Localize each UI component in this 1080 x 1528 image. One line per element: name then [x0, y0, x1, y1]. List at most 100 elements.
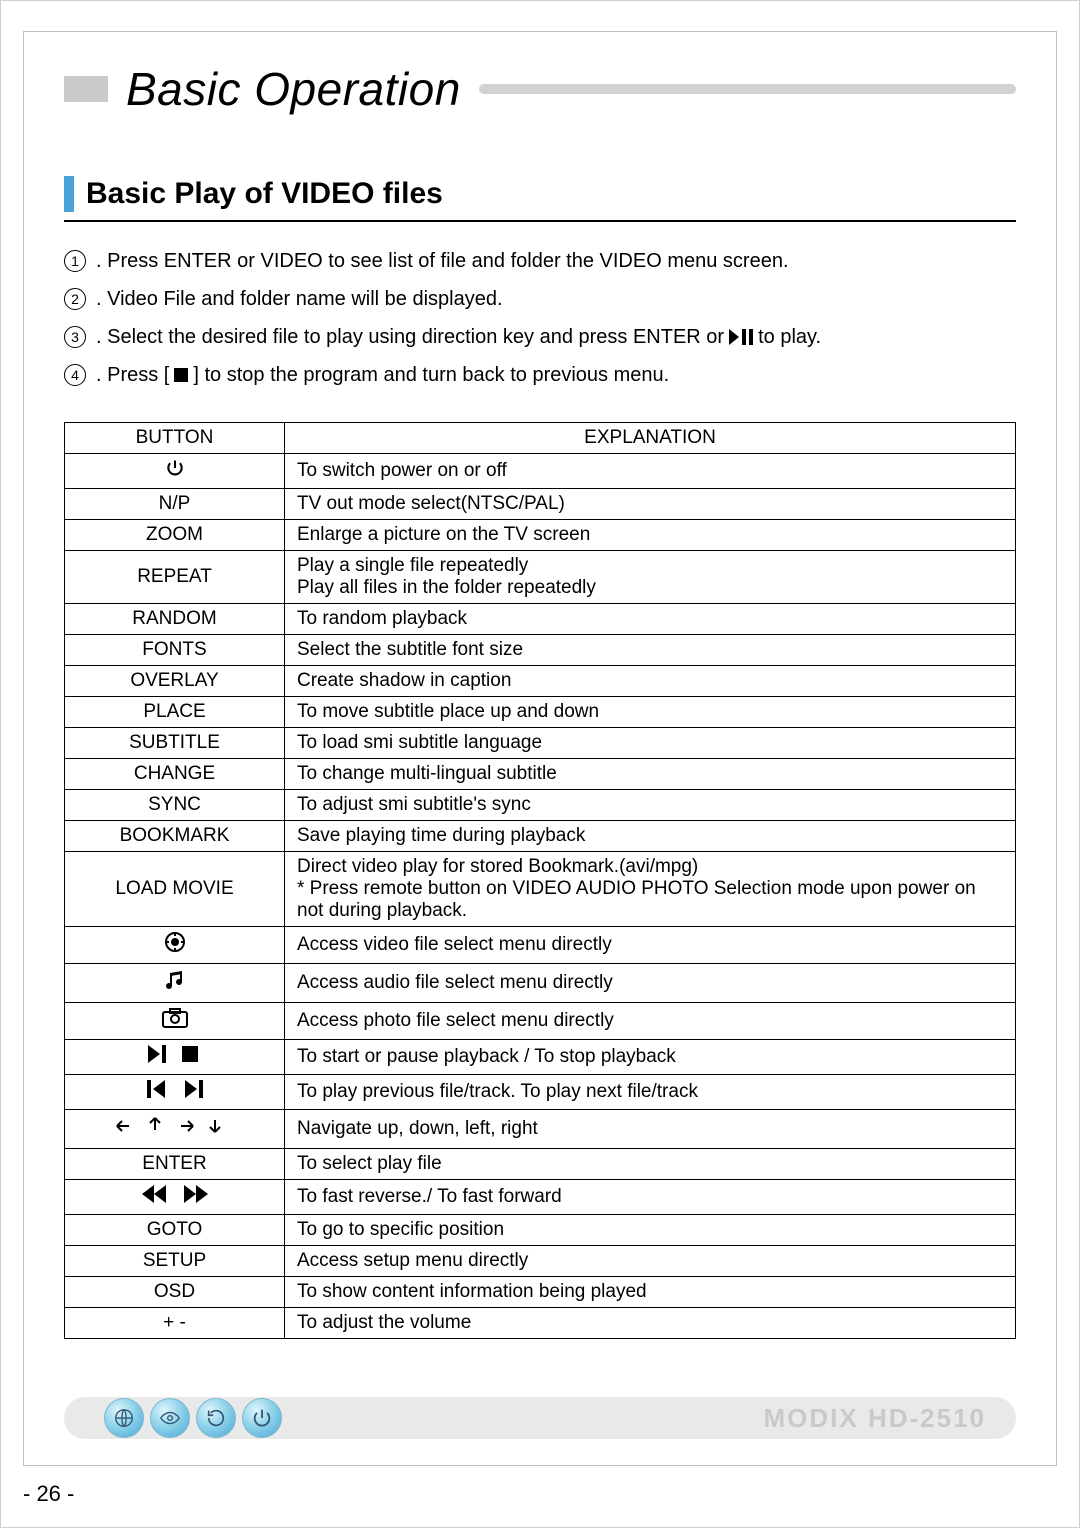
title-ornament-line: [479, 84, 1016, 94]
table-row: + -To adjust the volume: [65, 1308, 1016, 1339]
button-cell: [65, 1110, 285, 1149]
button-cell: [65, 964, 285, 1003]
explanation-cell: Save playing time during playback: [285, 821, 1016, 852]
step-item: 1. Press ENTER or VIDEO to see list of f…: [64, 242, 1016, 280]
step-text-after: ] to stop the program and turn back to p…: [193, 356, 669, 394]
table-row: Access video file select menu directly: [65, 927, 1016, 964]
page: Basic Operation Basic Play of VIDEO file…: [0, 0, 1080, 1528]
footer-brand: MODIX HD-2510: [764, 1403, 987, 1434]
buttons-table: BUTTON EXPLANATION To switch power on or…: [64, 422, 1016, 1339]
explanation-cell: To start or pause playback / To stop pla…: [285, 1040, 1016, 1075]
video-icon: [162, 931, 188, 953]
explanation-cell: To play previous file/track. To play nex…: [285, 1075, 1016, 1110]
table-row: PLACETo move subtitle place up and down: [65, 697, 1016, 728]
header-explanation: EXPLANATION: [285, 423, 1016, 454]
step-text-before: . Video File and folder name will be dis…: [96, 280, 503, 318]
step-item: 4 . Press [ ] to stop the program and turn…: [64, 356, 1016, 394]
button-cell: REPEAT: [65, 551, 285, 604]
table-row: LOAD MOVIEDirect video play for stored B…: [65, 852, 1016, 927]
table-row: BOOKMARKSave playing time during playbac…: [65, 821, 1016, 852]
button-cell: GOTO: [65, 1215, 285, 1246]
button-cell: CHANGE: [65, 759, 285, 790]
button-cell: [65, 1180, 285, 1215]
button-cell: OSD: [65, 1277, 285, 1308]
table-row: GOTOTo go to specific position: [65, 1215, 1016, 1246]
button-cell: RANDOM: [65, 604, 285, 635]
table-row: N/PTV out mode select(NTSC/PAL): [65, 489, 1016, 520]
table-header-row: BUTTON EXPLANATION: [65, 423, 1016, 454]
explanation-cell: TV out mode select(NTSC/PAL): [285, 489, 1016, 520]
button-cell: [65, 1075, 285, 1110]
step-text-after: to play.: [758, 318, 821, 356]
subtitle-row: Basic Play of VIDEO files: [64, 176, 1016, 222]
footer-orb-refresh-icon: [196, 1398, 236, 1438]
step-number-icon: 2: [64, 288, 86, 310]
button-cell: ENTER: [65, 1149, 285, 1180]
explanation-cell: To adjust smi subtitle's sync: [285, 790, 1016, 821]
button-cell: LOAD MOVIE: [65, 852, 285, 927]
title-ornament-left: [64, 76, 108, 102]
table-row: REPEATPlay a single file repeatedlyPlay …: [65, 551, 1016, 604]
button-cell: [65, 1003, 285, 1040]
footer-orb-eye-icon: [150, 1398, 190, 1438]
step-number-icon: 3: [64, 326, 86, 348]
table-row: SYNCTo adjust smi subtitle's sync: [65, 790, 1016, 821]
button-cell: SETUP: [65, 1246, 285, 1277]
footer-orb-globe-icon: [104, 1398, 144, 1438]
explanation-cell: Navigate up, down, left, right: [285, 1110, 1016, 1149]
table-row: OVERLAYCreate shadow in caption: [65, 666, 1016, 697]
explanation-cell: Access audio file select menu directly: [285, 964, 1016, 1003]
explanation-cell: To fast reverse./ To fast forward: [285, 1180, 1016, 1215]
footer-orb-power-icon: [242, 1398, 282, 1438]
button-cell: SUBTITLE: [65, 728, 285, 759]
table-row: To fast reverse./ To fast forward: [65, 1180, 1016, 1215]
explanation-cell: To go to specific position: [285, 1215, 1016, 1246]
explanation-cell: Enlarge a picture on the TV screen: [285, 520, 1016, 551]
power-icon: [165, 458, 185, 478]
step-number-icon: 4: [64, 364, 86, 386]
step-number-icon: 1: [64, 250, 86, 272]
explanation-cell: Create shadow in caption: [285, 666, 1016, 697]
footer-bar: MODIX HD-2510: [64, 1397, 1016, 1439]
step-text-before: . Press [: [96, 356, 169, 394]
button-cell: PLACE: [65, 697, 285, 728]
explanation-cell: To random playback: [285, 604, 1016, 635]
footer-orb-group: [104, 1398, 282, 1438]
button-cell: FONTS: [65, 635, 285, 666]
button-cell: [65, 927, 285, 964]
button-cell: SYNC: [65, 790, 285, 821]
table-row: Navigate up, down, left, right: [65, 1110, 1016, 1149]
button-cell: OVERLAY: [65, 666, 285, 697]
explanation-cell: To move subtitle place up and down: [285, 697, 1016, 728]
explanation-cell: Access photo file select menu directly: [285, 1003, 1016, 1040]
button-cell: BOOKMARK: [65, 821, 285, 852]
play-stop-icon: [148, 1044, 202, 1064]
table-row: OSDTo show content information being pla…: [65, 1277, 1016, 1308]
explanation-cell: To switch power on or off: [285, 454, 1016, 489]
header-button: BUTTON: [65, 423, 285, 454]
step-item: 3 . Select the desired file to play using…: [64, 318, 1016, 356]
button-cell: [65, 454, 285, 489]
button-cell: [65, 1040, 285, 1075]
content-frame: Basic Operation Basic Play of VIDEO file…: [23, 31, 1057, 1466]
explanation-cell: Access video file select menu directly: [285, 927, 1016, 964]
table-row: ZOOMEnlarge a picture on the TV screen: [65, 520, 1016, 551]
explanation-cell: To select play file: [285, 1149, 1016, 1180]
explanation-cell: To show content information being played: [285, 1277, 1016, 1308]
title-row: Basic Operation: [64, 62, 1016, 116]
table-row: ENTERTo select play file: [65, 1149, 1016, 1180]
page-number: - 26 -: [23, 1481, 74, 1507]
step-item: 2 . Video File and folder name will be di…: [64, 280, 1016, 318]
prev-next-icon: [147, 1079, 203, 1099]
step-text-before: . Select the desired file to play using …: [96, 318, 724, 356]
page-title: Basic Operation: [126, 62, 461, 116]
audio-icon: [163, 968, 187, 992]
table-row: SUBTITLETo load smi subtitle language: [65, 728, 1016, 759]
table-row: Access audio file select menu directly: [65, 964, 1016, 1003]
table-body: To switch power on or offN/PTV out mode …: [65, 454, 1016, 1339]
explanation-cell: To change multi-lingual subtitle: [285, 759, 1016, 790]
subtitle-accent-bar: [64, 176, 74, 212]
table-row: To switch power on or off: [65, 454, 1016, 489]
subtitle: Basic Play of VIDEO files: [86, 177, 443, 211]
table-row: To play previous file/track. To play nex…: [65, 1075, 1016, 1110]
